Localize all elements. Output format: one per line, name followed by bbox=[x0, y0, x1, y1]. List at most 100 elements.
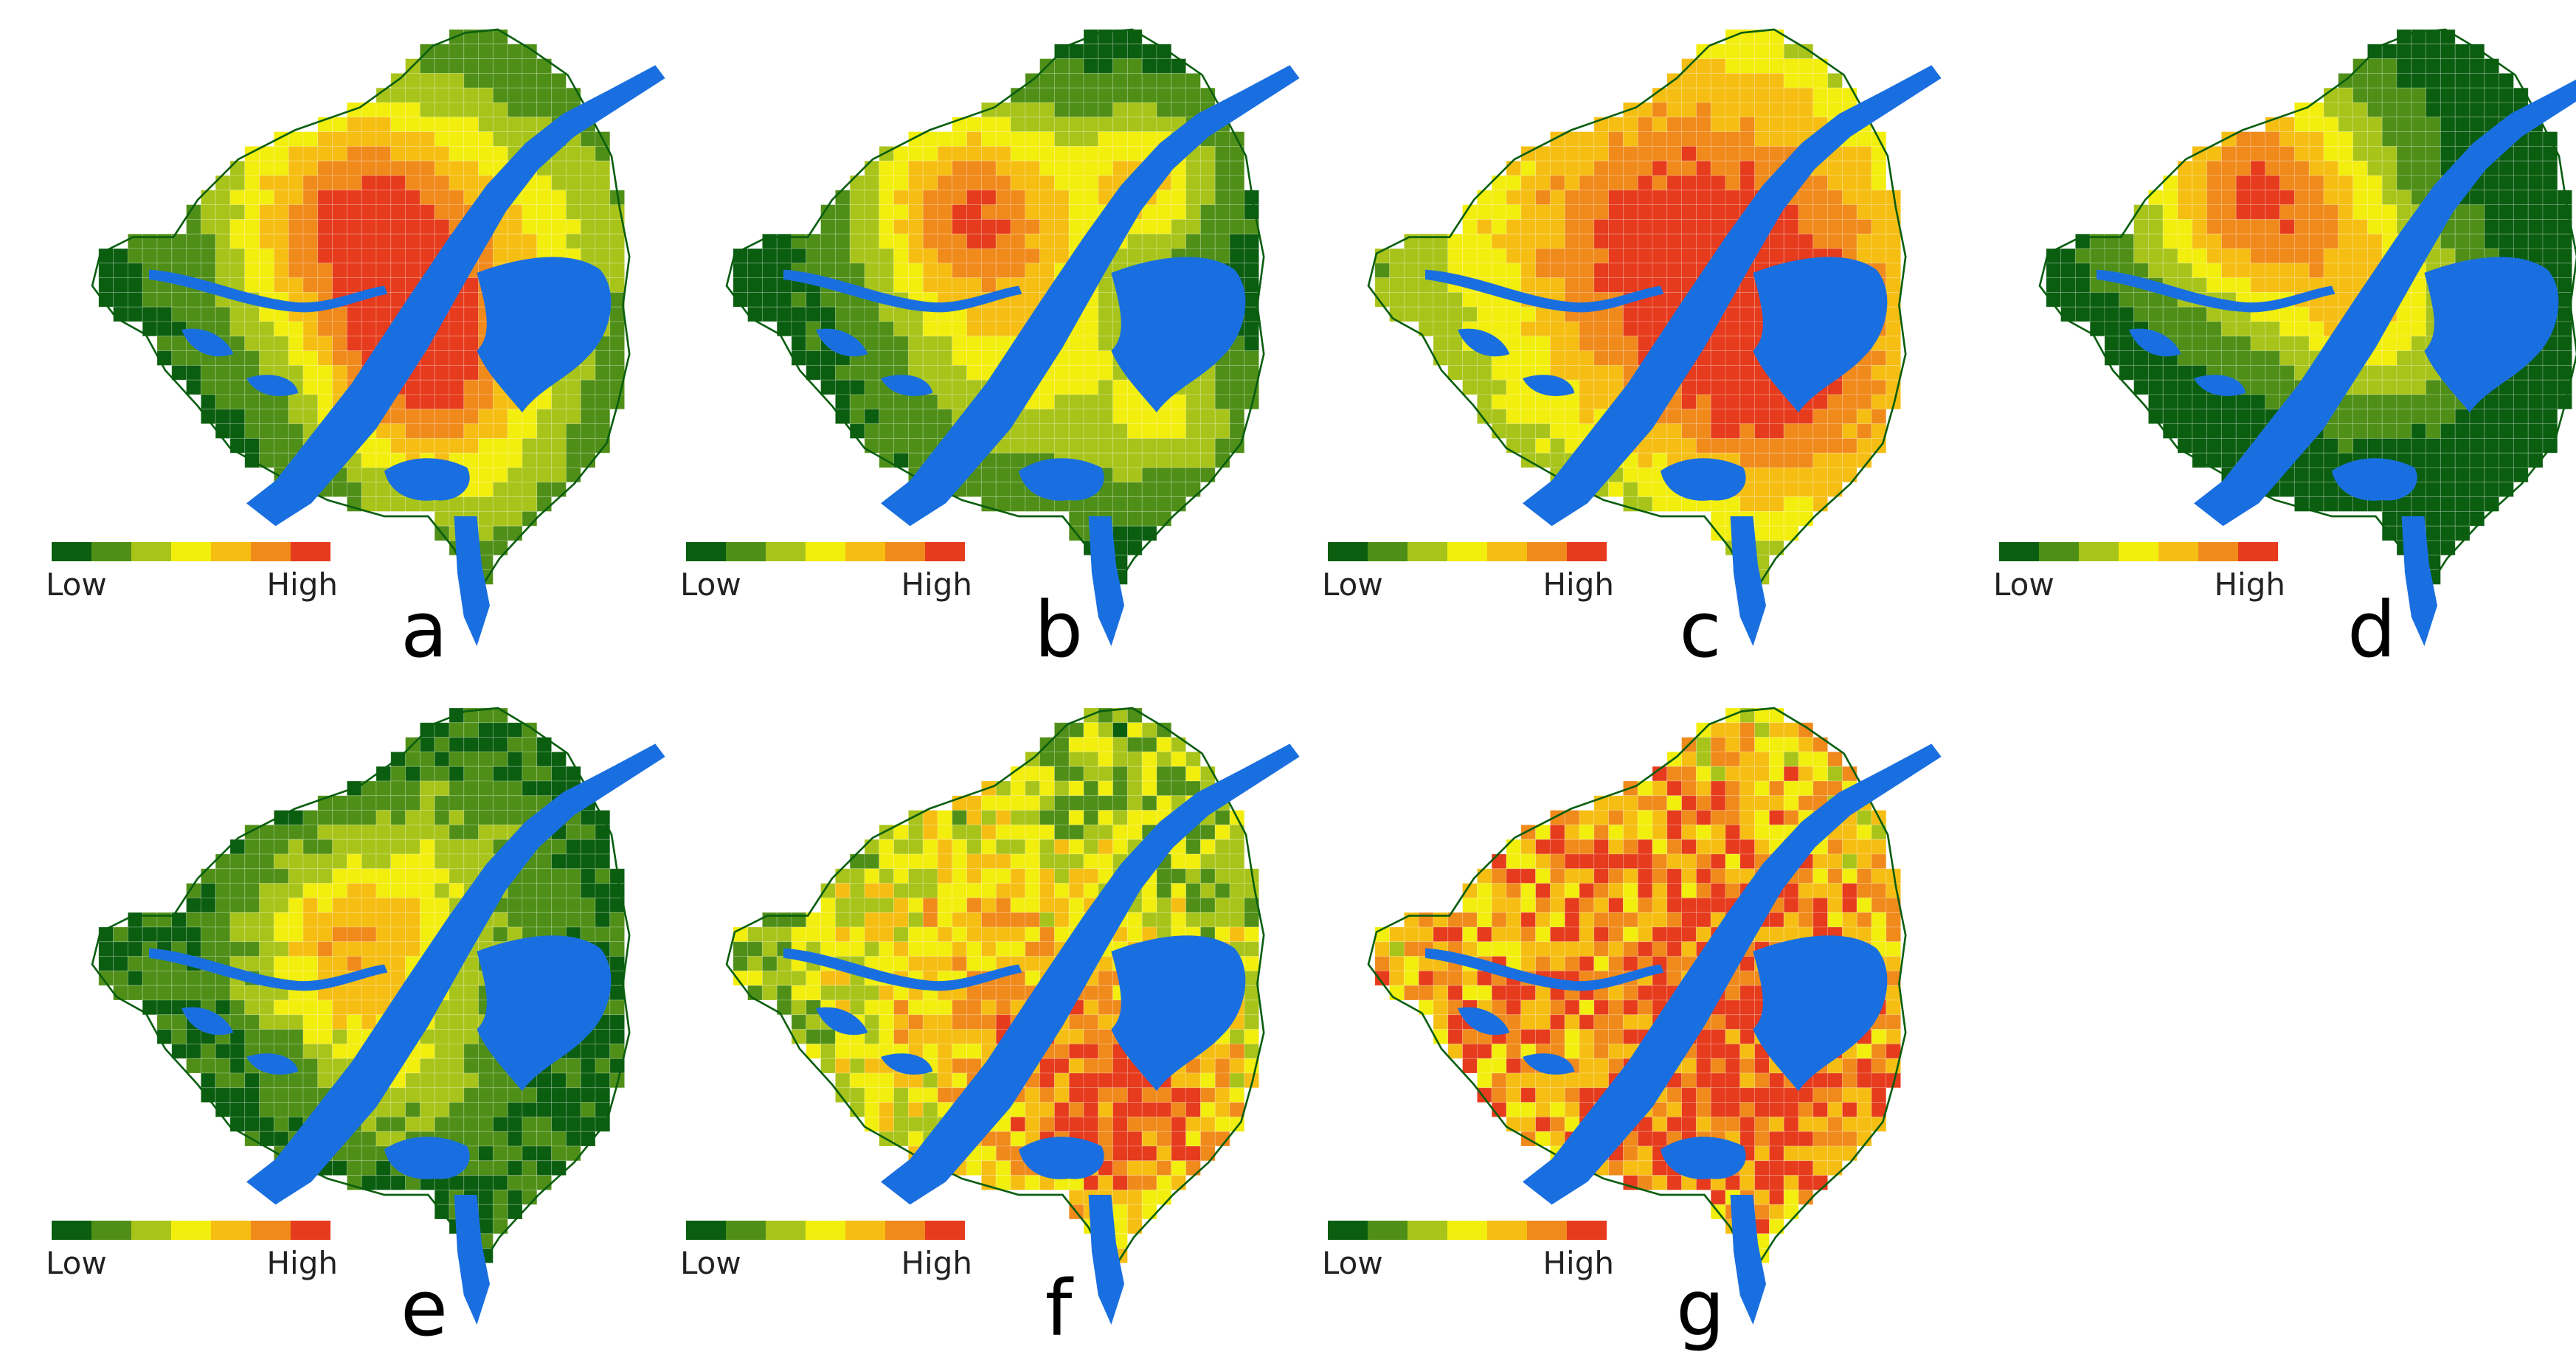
grid-cell bbox=[595, 160, 611, 176]
grid-cell bbox=[1389, 291, 1405, 308]
grid-cell bbox=[1083, 117, 1099, 133]
grid-cell bbox=[478, 1175, 494, 1190]
grid-cell bbox=[1754, 540, 1770, 556]
grid-cell bbox=[2484, 467, 2500, 483]
grid-cell bbox=[215, 204, 231, 220]
grid-cell bbox=[820, 379, 836, 395]
grid-cell bbox=[434, 766, 450, 782]
grid-cell bbox=[2293, 233, 2310, 249]
grid-cell bbox=[2557, 336, 2573, 352]
grid-cell bbox=[1141, 452, 1157, 468]
grid-cell bbox=[259, 985, 274, 1001]
grid-cell bbox=[171, 1043, 187, 1059]
grid-cell bbox=[595, 190, 611, 206]
grid-cell bbox=[492, 722, 508, 738]
grid-cell bbox=[2192, 248, 2208, 264]
grid-cell bbox=[879, 175, 895, 191]
grid-cell bbox=[361, 160, 377, 176]
grid-cell bbox=[849, 941, 865, 957]
grid-cell bbox=[288, 999, 304, 1016]
grid-cell bbox=[1053, 868, 1070, 884]
grid-cell bbox=[346, 204, 362, 220]
grid-cell bbox=[1199, 394, 1216, 410]
grid-cell bbox=[2192, 423, 2208, 439]
grid-cell bbox=[1053, 117, 1070, 133]
grid-cell bbox=[2046, 263, 2062, 279]
grid-cell bbox=[879, 409, 895, 425]
grid-cell bbox=[966, 263, 982, 279]
grid-cell bbox=[229, 437, 246, 454]
grid-cell bbox=[937, 175, 953, 191]
grid-cell bbox=[1564, 145, 1580, 162]
grid-cell bbox=[2235, 218, 2251, 235]
grid-cell bbox=[1622, 467, 1638, 483]
grid-cell bbox=[2426, 452, 2441, 468]
grid-cell bbox=[1112, 437, 1128, 454]
grid-cell bbox=[1098, 839, 1114, 855]
grid-cell bbox=[849, 190, 865, 206]
grid-cell bbox=[1841, 409, 1857, 425]
grid-cell bbox=[1010, 912, 1026, 928]
grid-cell bbox=[2484, 233, 2500, 249]
grid-cell bbox=[937, 350, 953, 366]
legend-swatch bbox=[52, 1221, 91, 1240]
grid-cell bbox=[390, 839, 406, 855]
grid-cell bbox=[507, 912, 523, 928]
grid-cell bbox=[820, 364, 836, 381]
grid-cell bbox=[156, 306, 173, 322]
grid-cell bbox=[980, 985, 997, 1001]
grid-cell bbox=[2396, 306, 2412, 322]
grid-cell bbox=[1841, 218, 1857, 235]
grid-cell bbox=[1681, 437, 1697, 454]
grid-cell bbox=[1739, 72, 1756, 89]
grid-cell bbox=[302, 350, 319, 366]
grid-cell bbox=[2250, 277, 2266, 293]
grid-cell bbox=[390, 277, 406, 293]
grid-cell bbox=[536, 423, 553, 439]
grid-cell bbox=[609, 985, 626, 1001]
grid-cell bbox=[580, 394, 596, 410]
grid-cell bbox=[229, 423, 246, 439]
grid-cell bbox=[507, 117, 523, 133]
grid-cell bbox=[2366, 233, 2383, 249]
grid-cell bbox=[2484, 394, 2500, 410]
grid-cell bbox=[419, 839, 435, 855]
grid-cell bbox=[200, 364, 216, 381]
grid-cell bbox=[2192, 204, 2208, 220]
grid-cell bbox=[1754, 394, 1770, 410]
grid-cell bbox=[995, 452, 1011, 468]
grid-cell bbox=[419, 437, 435, 454]
grid-cell bbox=[1695, 437, 1711, 454]
grid-cell bbox=[1725, 423, 1741, 439]
grid-cell bbox=[127, 263, 143, 279]
grid-cell bbox=[1433, 336, 1449, 352]
grid-cell bbox=[1739, 496, 1756, 512]
legend-low-label: Low bbox=[1322, 566, 1383, 603]
grid-cell bbox=[1608, 204, 1624, 220]
grid-cell bbox=[1199, 883, 1216, 898]
grid-cell bbox=[98, 277, 114, 293]
grid-cell bbox=[820, 897, 836, 913]
grid-cell bbox=[229, 1014, 246, 1030]
grid-cell bbox=[1856, 423, 1872, 439]
grid-cell bbox=[419, 926, 435, 943]
grid-cell bbox=[375, 926, 392, 943]
grid-cell bbox=[419, 379, 435, 395]
grid-cell bbox=[405, 941, 420, 957]
grid-cell bbox=[1098, 824, 1114, 840]
grid-cell bbox=[2381, 510, 2397, 527]
grid-cell bbox=[2206, 233, 2222, 249]
grid-cell bbox=[259, 160, 274, 176]
grid-cell bbox=[2235, 145, 2251, 162]
grid-cell bbox=[1156, 87, 1172, 103]
grid-cell bbox=[595, 233, 611, 249]
grid-cell bbox=[893, 350, 909, 366]
grid-cell bbox=[1506, 379, 1522, 395]
grid-cell bbox=[434, 839, 450, 855]
grid-cell bbox=[1053, 218, 1070, 235]
grid-cell bbox=[551, 897, 567, 913]
grid-cell bbox=[2235, 336, 2251, 352]
grid-cell bbox=[375, 437, 392, 454]
grid-cell bbox=[1695, 233, 1711, 249]
grid-cell bbox=[864, 364, 880, 381]
